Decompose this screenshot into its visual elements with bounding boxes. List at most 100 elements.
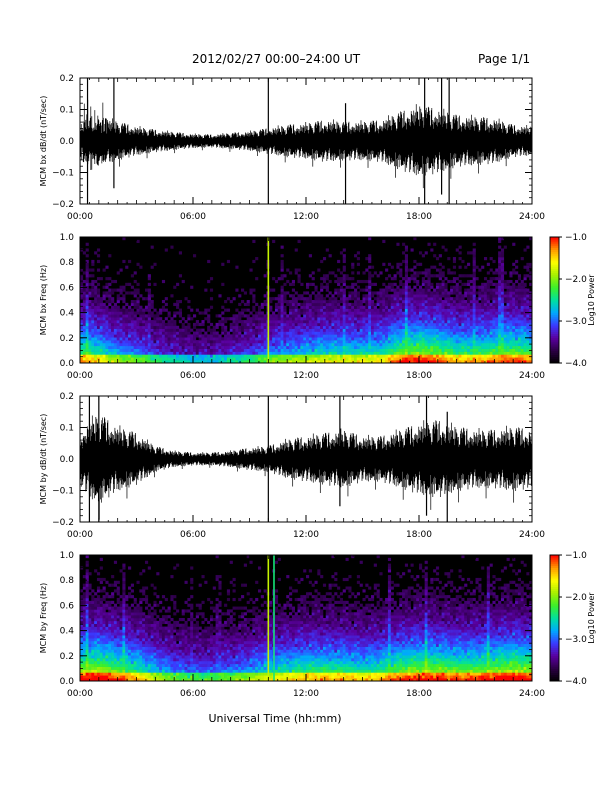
spectrogram-cell: [257, 351, 262, 355]
spectrogram-cell: [320, 345, 324, 349]
spectrogram-cell: [300, 328, 304, 332]
spectrogram-cell: [82, 595, 86, 599]
spectrogram-cell: [498, 300, 502, 304]
spectrogram-cell: [187, 300, 191, 304]
spectrogram-cell: [509, 285, 513, 289]
spectrogram-cell: [450, 357, 454, 361]
spectrogram-cell: [241, 360, 245, 364]
spectrogram-cell: [455, 314, 459, 318]
spectrogram-cell: [475, 354, 479, 358]
spectrogram-cell: [257, 320, 262, 324]
spectrogram-cell: [212, 357, 216, 361]
spectrogram-cell: [102, 357, 106, 361]
spectrogram-cell: [370, 345, 375, 349]
spectrogram-cell: [190, 348, 194, 352]
spectrogram-cell: [209, 297, 214, 301]
spectrogram-cell: [481, 334, 485, 338]
spectrogram-cell: [492, 291, 496, 295]
spectrogram-cell: [472, 248, 476, 252]
spectrogram-cell: [498, 297, 502, 301]
spectrogram-cell: [328, 302, 332, 307]
spectrogram-cell: [235, 328, 239, 332]
spectrogram-cell: [500, 348, 505, 352]
colorbar-swatch: [550, 247, 559, 250]
spectrogram-cell: [193, 254, 197, 258]
spectrogram-cell: [88, 600, 92, 604]
spectrogram-cell: [424, 314, 428, 318]
spectrogram-cell: [351, 297, 355, 301]
spectrogram-cell: [221, 360, 225, 364]
spectrogram-cell: [421, 328, 425, 332]
spectrogram-cell: [303, 297, 307, 301]
spectrogram-cell: [427, 302, 431, 307]
spectrogram-cell: [255, 360, 259, 364]
spectrogram-cell: [260, 311, 264, 315]
spectrogram-cell: [337, 288, 341, 292]
spectrogram-cell: [498, 360, 502, 364]
spectrogram-cell: [130, 274, 134, 278]
spectrogram-cell: [393, 311, 397, 315]
spectrogram-cell: [416, 328, 420, 332]
spectrogram-cell: [184, 328, 188, 332]
spectrogram-cell: [419, 342, 423, 347]
spectrogram-cell: [475, 314, 479, 318]
spectrogram-cell: [475, 311, 479, 315]
spectrogram-cell: [447, 328, 451, 332]
spectrogram-cell: [147, 288, 151, 292]
spectrogram-cell: [483, 288, 488, 292]
spectrogram-cell: [416, 294, 420, 298]
spectrogram-cell: [190, 337, 194, 341]
spectrogram-cell: [195, 331, 199, 335]
spectrogram-cell: [427, 268, 431, 272]
spectrogram-cell: [306, 360, 310, 364]
spectrogram-cell: [427, 337, 431, 341]
spectrogram-cell: [303, 305, 307, 309]
spectrogram-cell: [433, 334, 437, 338]
spectrogram-cell: [272, 297, 276, 301]
spectrogram-cell: [379, 305, 383, 309]
spectrogram-cell: [113, 334, 118, 338]
spectrogram-cell: [402, 337, 406, 341]
spectrogram-cell: [215, 360, 219, 364]
spectrogram-cell: [80, 620, 84, 625]
spectrogram-cell: [243, 320, 247, 324]
spectrogram-cell: [283, 351, 287, 355]
spectrogram-cell: [91, 314, 95, 318]
spectrogram-cell: [373, 314, 377, 318]
spectrogram-cell: [495, 282, 499, 286]
spectrogram-cell: [334, 274, 338, 278]
spectrogram-cell: [91, 603, 95, 607]
spectrogram-cell: [328, 300, 332, 304]
spectrogram-cell: [277, 300, 281, 304]
spectrogram-cell: [526, 300, 530, 304]
spectrogram-cell: [506, 322, 510, 327]
spectrogram-cell: [444, 342, 448, 347]
spectrogram-cell: [404, 351, 409, 355]
spectrogram-cell: [461, 305, 465, 309]
spectrogram-cell: [368, 288, 372, 292]
spectrogram-cell: [486, 302, 490, 307]
spectrogram-cell: [173, 351, 177, 355]
spectrogram-cell: [226, 317, 231, 321]
spectrogram-cell: [108, 331, 112, 335]
spectrogram-cell: [421, 288, 425, 292]
spectrogram-cell: [365, 297, 369, 301]
spectrogram-cell: [229, 317, 233, 321]
spectrogram-cell: [260, 317, 264, 321]
spectrogram-cell: [82, 288, 86, 292]
spectrogram-cell: [139, 314, 143, 318]
spectrogram-cell: [85, 331, 89, 335]
spectrogram-cell: [455, 288, 459, 292]
colorbar-swatch: [550, 329, 559, 332]
spectrogram-cell: [452, 291, 457, 295]
spectrogram-cell: [147, 274, 151, 278]
spectrogram-cell: [404, 322, 409, 327]
spectrogram-cell: [85, 271, 89, 275]
spectrogram-cell: [419, 322, 423, 327]
spectrogram-cell: [122, 297, 126, 301]
spectrogram-cell: [164, 322, 168, 327]
spectrogram-cell: [255, 334, 259, 338]
spectrogram-cell: [455, 360, 459, 364]
spectrogram-cell: [314, 325, 318, 329]
spectrogram-cell: [402, 297, 406, 301]
